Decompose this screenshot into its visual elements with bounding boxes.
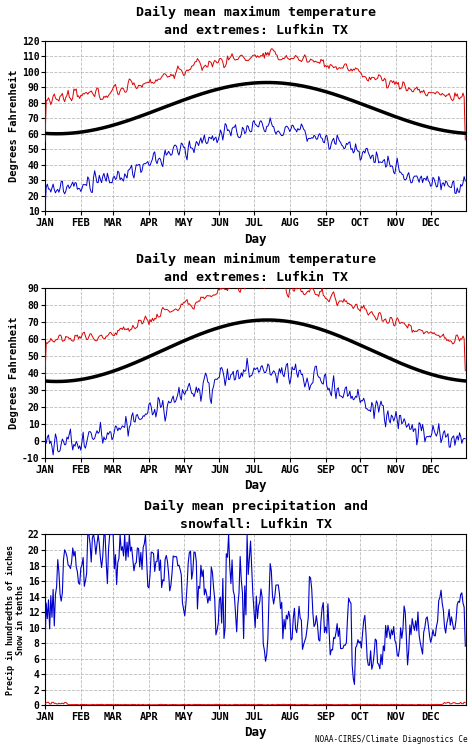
Y-axis label: Precip in hundredths of inches
Snow in tenths: Precip in hundredths of inches Snow in t… <box>6 545 25 695</box>
Title: Daily mean maximum temperature
and extremes: Lufkin TX: Daily mean maximum temperature and extre… <box>136 5 376 37</box>
X-axis label: Day: Day <box>244 726 267 740</box>
Text: NOAA-CIRES/Climate Diagnostics Ce: NOAA-CIRES/Climate Diagnostics Ce <box>315 735 467 744</box>
Y-axis label: Degrees Fahrenheit: Degrees Fahrenheit <box>9 317 19 429</box>
Y-axis label: Degrees Fahrenheit: Degrees Fahrenheit <box>9 70 19 183</box>
Title: Daily mean precipitation and
snowfall: Lufkin TX: Daily mean precipitation and snowfall: L… <box>144 499 368 530</box>
X-axis label: Day: Day <box>244 480 267 492</box>
X-axis label: Day: Day <box>244 232 267 246</box>
Title: Daily mean minimum temperature
and extremes: Lufkin TX: Daily mean minimum temperature and extre… <box>136 253 376 284</box>
